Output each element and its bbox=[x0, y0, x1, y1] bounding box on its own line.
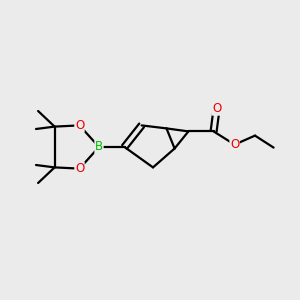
Text: B: B bbox=[95, 140, 103, 154]
Text: O: O bbox=[212, 102, 221, 115]
Text: O: O bbox=[75, 162, 84, 175]
Text: O: O bbox=[75, 119, 84, 132]
Text: O: O bbox=[230, 138, 239, 151]
